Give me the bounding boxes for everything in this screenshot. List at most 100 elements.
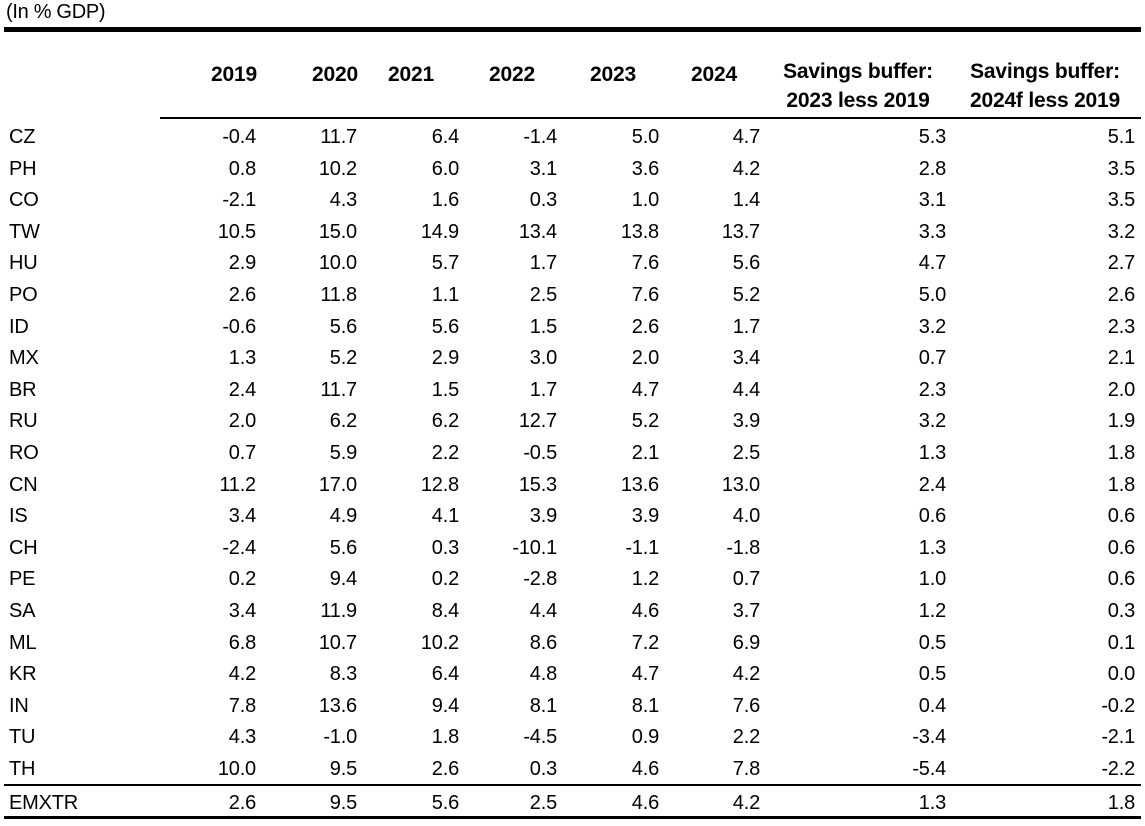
column-header-line: 2024f less 2019: [970, 89, 1120, 112]
table-cell: 1.3: [918, 536, 946, 559]
table-cell: 1.1: [431, 284, 459, 306]
table-cell: 5.6: [431, 792, 459, 814]
table-cell: 1.7: [732, 315, 760, 338]
table-row: TU 4.3 -1.0 1.8 -4.5 0.9 2.2 -3.4 -2.1: [0, 721, 1145, 753]
row-label: IN: [9, 694, 29, 717]
table-row: EMXTR 2.6 9.5 5.6 2.5 4.6 4.2 1.3 1.8: [0, 787, 1145, 819]
table-cell: 10.0: [217, 758, 256, 780]
table-cell: -2.8: [523, 568, 557, 591]
table-cell: 1.0: [631, 189, 659, 212]
table-row: ML 6.8 10.7 10.2 8.6 7.2 6.9 0.5 0.1: [0, 627, 1145, 659]
table-cell: -0.2: [1101, 694, 1135, 717]
table-cell: 0.0: [1107, 663, 1135, 686]
table-cell: 3.9: [732, 410, 760, 433]
table-cell: 7.6: [631, 252, 659, 275]
table-cell: -1.8: [726, 536, 760, 559]
table-cell: 4.6: [631, 600, 659, 622]
row-label: ML: [9, 631, 37, 654]
table-cell: 4.4: [732, 378, 760, 401]
table-row: SA 3.4 11.9 8.4 4.4 4.6 3.7 1.2 0.3: [0, 595, 1145, 627]
table-cell: 5.6: [732, 252, 760, 275]
row-label: HU: [9, 252, 38, 275]
table-row: CH -2.4 5.6 0.3 -10.1 -1.1 -1.8 1.3 0.6: [0, 532, 1145, 564]
table-cell: 5.9: [329, 442, 357, 464]
row-label: ID: [9, 315, 29, 338]
table-row: KR 4.2 8.3 6.4 4.8 4.7 4.2 0.5 0.0: [0, 658, 1145, 690]
table-cell: 3.5: [1107, 189, 1135, 212]
table-cell: 8.3: [329, 663, 357, 686]
table-cell: 3.0: [529, 347, 557, 370]
table-cell: 3.1: [918, 189, 946, 212]
table-cell: 2.0: [631, 347, 659, 370]
table-cell: 1.8: [1107, 473, 1135, 496]
table-cell: 0.3: [431, 536, 459, 559]
table-cell: 5.6: [329, 536, 357, 559]
table-cell: 0.6: [1107, 505, 1135, 528]
table-cell: 2.3: [918, 378, 946, 401]
table-cell: -0.4: [222, 126, 256, 148]
table-cell: 1.8: [1107, 792, 1135, 814]
table-cell: 13.4: [518, 220, 557, 243]
table-cell: 3.9: [631, 505, 659, 528]
table-cell: 5.0: [631, 126, 659, 148]
table-cell: 4.8: [529, 663, 557, 686]
table-cell: 9.4: [431, 694, 459, 717]
column-header: 2024: [679, 60, 749, 89]
table-cell: 4.7: [631, 663, 659, 686]
column-header-line: Savings buffer:: [783, 60, 933, 83]
table-cell: 10.2: [420, 631, 459, 654]
header-rule: [160, 117, 1141, 119]
table-cell: 5.1: [1107, 126, 1135, 148]
table-cell: 7.6: [631, 284, 659, 306]
table-cell: 2.0: [1107, 378, 1135, 401]
table-cell: -2.2: [1101, 758, 1135, 780]
table-cell: 0.7: [732, 568, 760, 591]
table-cell: 5.6: [329, 315, 357, 338]
row-label: TU: [9, 726, 36, 749]
column-header-line: 2022: [489, 63, 535, 86]
table-cell: 2.7: [1107, 252, 1135, 275]
table-cell: 2.6: [1107, 284, 1135, 306]
row-label: IS: [9, 505, 28, 528]
table-cell: 3.4: [228, 600, 256, 622]
table-cell: 1.3: [918, 792, 946, 814]
table-cell: 13.6: [318, 694, 357, 717]
table-cell: 13.0: [721, 473, 760, 496]
table-cell: -2.1: [1101, 726, 1135, 749]
table-row: PE 0.2 9.4 0.2 -2.8 1.2 0.7 1.0 0.6: [0, 563, 1145, 595]
table-row: IN 7.8 13.6 9.4 8.1 8.1 7.6 0.4 -0.2: [0, 690, 1145, 722]
table-cell: 9.5: [329, 758, 357, 780]
table-cell: 0.6: [1107, 568, 1135, 591]
table-cell: 9.4: [329, 568, 357, 591]
table-cell: 7.8: [228, 694, 256, 717]
table-cell: 10.5: [217, 220, 256, 243]
table-cell: 3.3: [918, 220, 946, 243]
table-cell: 6.4: [431, 126, 459, 148]
table-cell: 4.0: [732, 505, 760, 528]
table-cell: 3.2: [918, 315, 946, 338]
row-label: CH: [9, 536, 38, 559]
table-cell: 3.5: [1107, 157, 1135, 180]
total-rule: [4, 784, 1141, 786]
table-cell: 1.9: [1107, 410, 1135, 433]
table-cell: 1.5: [529, 315, 557, 338]
table-cell: 2.9: [431, 347, 459, 370]
table-cell: 8.6: [529, 631, 557, 654]
table-cell: 1.7: [529, 378, 557, 401]
table-cell: 7.6: [732, 694, 760, 717]
table-cell: 3.2: [1107, 220, 1135, 243]
table-cell: 1.5: [431, 378, 459, 401]
column-header: 2021: [376, 60, 446, 89]
column-header: 2022: [477, 60, 547, 89]
table-cell: 2.0: [228, 410, 256, 433]
table-cell: -0.6: [222, 315, 256, 338]
table-cell: 4.7: [918, 252, 946, 275]
table-cell: 4.7: [732, 126, 760, 148]
table-cell: 5.2: [631, 410, 659, 433]
table-row: ID -0.6 5.6 5.6 1.5 2.6 1.7 3.2 2.3: [0, 311, 1145, 343]
table-cell: 2.1: [631, 442, 659, 464]
table-cell: 0.8: [228, 157, 256, 180]
table-cell: 0.6: [1107, 536, 1135, 559]
table-cell: 5.2: [732, 284, 760, 306]
